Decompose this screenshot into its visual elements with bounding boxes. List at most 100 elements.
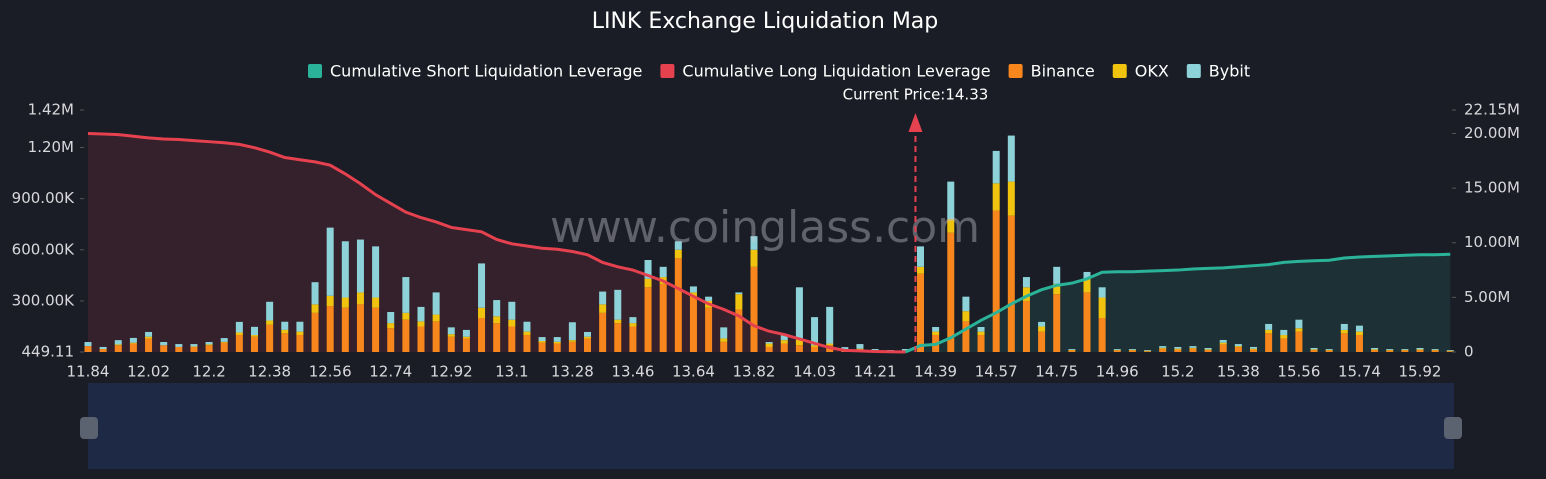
bar-segment xyxy=(795,338,803,346)
bar-segment xyxy=(599,304,607,313)
bar-segment xyxy=(962,311,970,322)
bar-segment xyxy=(629,317,637,324)
bar-segment xyxy=(1204,349,1212,351)
bar-segment xyxy=(1128,350,1136,352)
bar-segment xyxy=(235,335,243,352)
bar-segment xyxy=(99,346,107,350)
bar-segment xyxy=(795,287,803,339)
bar-segment xyxy=(1113,349,1121,351)
y2-tick-label: 0 xyxy=(1464,343,1474,361)
bar-segment xyxy=(1431,350,1439,352)
bar-segment xyxy=(1204,350,1212,352)
bar-segment xyxy=(341,297,349,308)
legend-label: Bybit xyxy=(1209,62,1250,81)
bar-segment xyxy=(1431,349,1439,350)
bar-segment xyxy=(356,292,364,305)
x-tick-label: 13.82 xyxy=(733,363,776,381)
bar-segment xyxy=(326,295,334,307)
bar-segment xyxy=(1386,349,1394,350)
bar-segment xyxy=(644,260,652,279)
bar-segment xyxy=(553,337,561,342)
bar-segment xyxy=(1219,342,1227,345)
bar-segment xyxy=(1371,350,1379,352)
bar-segment xyxy=(856,344,864,349)
x-tick-label: 13.28 xyxy=(551,363,594,381)
bar-segment xyxy=(99,349,107,352)
bar-segment xyxy=(1159,348,1167,352)
slider-handle[interactable] xyxy=(1444,417,1462,439)
bar-segment xyxy=(1022,277,1030,288)
zoom-slider[interactable] xyxy=(88,383,1454,469)
bar-segment xyxy=(205,342,213,345)
bar-segment xyxy=(992,150,1000,184)
bar-segment xyxy=(720,327,728,339)
bar-segment xyxy=(462,329,470,337)
bar-segment xyxy=(1113,350,1121,352)
y2-tick-label: 5.00M xyxy=(1464,288,1510,306)
x-tick-label: 13.46 xyxy=(611,363,654,381)
bar-segment xyxy=(901,349,909,351)
bar-segment xyxy=(432,292,440,315)
bar-segment xyxy=(538,337,546,341)
bar-segment xyxy=(917,273,924,352)
bar-segment xyxy=(584,336,591,339)
bar-segment xyxy=(1098,287,1106,298)
bar-segment xyxy=(780,340,788,344)
bar-segment xyxy=(326,306,334,352)
bar-segment xyxy=(1053,266,1061,284)
bar-segment xyxy=(251,326,258,336)
bar-segment xyxy=(1022,300,1030,352)
bar-segment xyxy=(1144,351,1152,352)
bar-segment xyxy=(281,329,289,334)
bar-segment xyxy=(205,345,213,352)
bar-segment xyxy=(1280,329,1288,336)
bar-segment xyxy=(1144,350,1152,352)
bar-segment xyxy=(190,344,198,347)
bar-segment xyxy=(281,321,289,330)
x-tick-label: 15.56 xyxy=(1277,363,1320,381)
bar-segment xyxy=(705,307,713,352)
x-tick-label: 14.03 xyxy=(793,363,836,381)
bar-segment xyxy=(1325,349,1333,351)
bar-segment xyxy=(750,266,758,352)
bar-segment xyxy=(493,316,501,324)
bar-segment xyxy=(341,241,349,298)
bar-segment xyxy=(220,341,228,343)
y-tick-label: 1.42M xyxy=(28,101,74,119)
bar-segment xyxy=(1068,349,1076,350)
bar-segment xyxy=(1007,181,1015,216)
bar-segment xyxy=(1280,338,1288,352)
bar-segment xyxy=(402,277,410,313)
bar-segment xyxy=(644,287,652,352)
bar-segment xyxy=(417,326,425,352)
bar-segment xyxy=(917,246,924,267)
slider-handle[interactable] xyxy=(80,417,98,439)
bar-segment xyxy=(674,249,682,259)
bar-segment xyxy=(1416,350,1424,352)
bar-segment xyxy=(1386,349,1394,351)
bar-segment xyxy=(1083,292,1091,352)
bar-segment xyxy=(871,349,879,351)
x-tick-label: 15.74 xyxy=(1338,363,1381,381)
bar-segment xyxy=(447,334,455,337)
bar-segment xyxy=(447,336,455,352)
bar-segment xyxy=(1159,346,1167,348)
bar-segment xyxy=(523,331,531,336)
x-tick-label: 12.2 xyxy=(192,363,225,381)
bar-segment xyxy=(659,266,667,278)
bar-segment xyxy=(462,338,470,352)
bar-segment xyxy=(129,337,137,343)
bar-segment xyxy=(387,312,395,324)
bar-segment xyxy=(175,346,183,352)
bar-segment xyxy=(84,346,92,352)
bar-segment xyxy=(962,296,970,312)
bar-segment xyxy=(1250,349,1257,352)
bar-segment xyxy=(1038,321,1046,327)
bar-segment xyxy=(311,304,319,313)
y-tick-label: 1.20M xyxy=(28,138,74,156)
bar-segment xyxy=(1310,350,1318,352)
bar-segment xyxy=(584,331,591,337)
bar-segment xyxy=(296,335,304,352)
